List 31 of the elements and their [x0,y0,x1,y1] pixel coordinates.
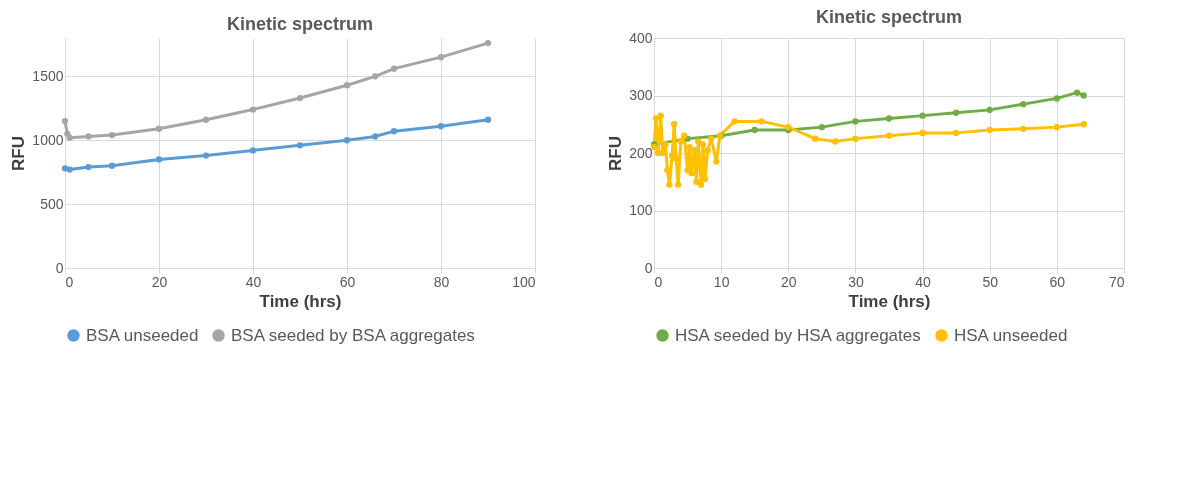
x-axis-title: Time (hrs) [259,291,342,311]
y-tick-label: 500 [40,195,64,212]
x-tick-label: 100 [512,273,536,290]
legend-label: HSA seeded by HSA aggregates [675,325,921,345]
chart-title: Kinetic spectrum [815,7,963,27]
x-tick-label: 20 [781,273,797,290]
x-tick-label: 20 [151,273,168,290]
y-tick-label: 200 [629,144,653,161]
x-tick-label: 50 [982,273,999,290]
y-axis-title: RFU [606,136,626,171]
chart-title: Kinetic spectrum [226,14,374,34]
y-tick-label: 1500 [32,67,64,84]
x-tick-label: 40 [915,273,932,290]
y-tick-label: 300 [629,87,653,103]
x-axis-title: Time (hrs) [848,291,931,311]
x-tick-label: 10 [713,273,730,290]
legend-label: BSA seeded by BSA aggregates [231,325,475,345]
x-tick-label: 60 [1049,273,1066,290]
x-tick-label: 80 [433,273,450,290]
legend-label: BSA unseeded [86,325,199,345]
legend-label: HSA unseeded [954,325,1068,345]
y-axis-title: RFU [9,136,29,171]
y-tick-label: 0 [644,259,653,276]
y-tick-label: 1000 [32,131,64,148]
x-tick-label: 30 [848,273,864,290]
y-tick-label: 0 [55,259,64,276]
x-tick-label: 60 [339,273,356,290]
x-tick-label: 70 [1108,273,1125,290]
y-tick-label: 400 [629,29,653,46]
x-tick-label: 40 [245,273,262,290]
y-tick-label: 100 [629,202,653,218]
